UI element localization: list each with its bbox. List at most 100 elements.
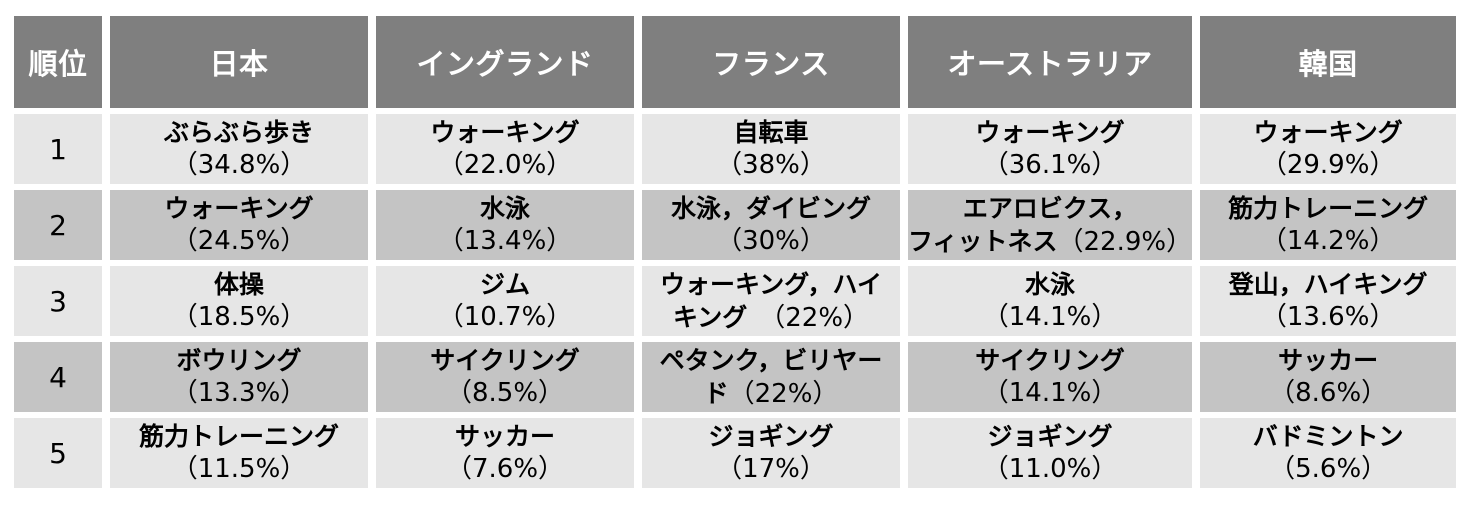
cell-korea: ウォーキング （29.9%）: [1200, 114, 1457, 184]
table-row: 3 体操 （18.5%） ジム （10.7%） ウォーキング，ハイ キング （2…: [14, 266, 1457, 336]
activity-percent: （22%）: [728, 378, 839, 409]
activity-percent: （34.8%）: [171, 150, 307, 180]
activity-name: 自転車: [733, 118, 809, 147]
activity-name: ウォーキング: [164, 194, 314, 223]
activity-percent: （29.9%）: [1260, 150, 1396, 180]
activity-percent: （30%）: [716, 226, 826, 256]
cell-france: ペタンク，ビリヤー ド（22%）: [642, 342, 900, 412]
cell-australia: ウォーキング （36.1%）: [908, 114, 1193, 184]
cell-france: 自転車 （38%）: [642, 114, 900, 184]
table-row: 2 ウォーキング （24.5%） 水泳 （13.4%） 水泳，ダイビング （30…: [14, 190, 1457, 260]
activity-percent: （36.1%）: [982, 150, 1118, 180]
activity-percent: （11.5%）: [171, 454, 307, 484]
cell-korea: 登山，ハイキング （13.6%）: [1200, 266, 1457, 336]
header-england: イングランド: [376, 16, 634, 108]
activity-percent: （14.1%）: [982, 302, 1118, 332]
rank-cell: 4: [14, 342, 102, 412]
activity-percent: （14.2%）: [1260, 226, 1396, 256]
header-korea: 韓国: [1200, 16, 1457, 108]
activity-name: 筋力トレーニング: [1228, 194, 1429, 223]
activity-percent: （13.3%）: [171, 378, 307, 408]
ranking-table-wrapper: 順位 日本 イングランド フランス オーストラリア 韓国 1 ぶらぶら歩き （3…: [14, 16, 1457, 488]
cell-australia: 水泳 （14.1%）: [908, 266, 1193, 336]
activity-name-part: フィットネス: [908, 226, 1058, 256]
cell-australia: サイクリング （14.1%）: [908, 342, 1193, 412]
header-japan: 日本: [110, 16, 368, 108]
activity-percent: （38%）: [716, 150, 826, 180]
cell-japan: 筋力トレーニング （11.5%）: [110, 418, 368, 488]
rank-cell: 2: [14, 190, 102, 260]
sports-ranking-table: 順位 日本 イングランド フランス オーストラリア 韓国 1 ぶらぶら歩き （3…: [6, 10, 1459, 494]
activity-percent: （8.5%）: [445, 378, 565, 408]
cell-england: サッカー （7.6%）: [376, 418, 634, 488]
activity-name: 水泳: [479, 194, 530, 223]
cell-england: サイクリング （8.5%）: [376, 342, 634, 412]
activity-name: ぶらぶら歩き: [163, 118, 314, 147]
cell-japan: 体操 （18.5%）: [110, 266, 368, 336]
cell-japan: ボウリング （13.3%）: [110, 342, 368, 412]
rank-cell: 3: [14, 266, 102, 336]
activity-percent: （10.7%）: [437, 302, 573, 332]
activity-name: ジョギング: [987, 422, 1113, 451]
table-row: 5 筋力トレーニング （11.5%） サッカー （7.6%） ジョギング （17…: [14, 418, 1457, 488]
rank-cell: 5: [14, 418, 102, 488]
activity-name: サッカー: [1278, 346, 1379, 375]
cell-france: 水泳，ダイビング （30%）: [642, 190, 900, 260]
header-rank: 順位: [14, 16, 102, 108]
activity-name: ボウリング: [176, 346, 302, 375]
activity-percent: （22.0%）: [437, 150, 573, 180]
activity-percent: （5.6%）: [1269, 454, 1388, 484]
activity-name-part: キング: [672, 302, 773, 332]
activity-percent: （14.1%）: [982, 378, 1118, 408]
table-row: 1 ぶらぶら歩き （34.8%） ウォーキング （22.0%） 自転車 （38%…: [14, 114, 1457, 184]
cell-korea: 筋力トレーニング （14.2%）: [1200, 190, 1457, 260]
activity-name: サイクリング: [430, 346, 580, 375]
cell-england: 水泳 （13.4%）: [376, 190, 634, 260]
activity-percent: （13.4%）: [437, 226, 573, 256]
header-france: フランス: [642, 16, 900, 108]
cell-france: ウォーキング，ハイ キング （22%）: [642, 266, 900, 336]
activity-name-line1: ペタンク，ビリヤー: [659, 345, 883, 375]
cell-england: ジム （10.7%）: [376, 266, 634, 336]
cell-australia: ジョギング （11.0%）: [908, 418, 1193, 488]
activity-name-line2: キング （22%）: [642, 301, 900, 335]
activity-name: ウォーキング: [975, 118, 1125, 147]
activity-percent: （11.0%）: [982, 454, 1118, 484]
activity-name: 登山，ハイキング: [1228, 270, 1428, 299]
activity-name: ウォーキング: [430, 118, 580, 147]
activity-name-line2: フィットネス（22.9%）: [908, 225, 1192, 259]
activity-percent: （18.5%）: [171, 302, 307, 332]
activity-name: サイクリング: [975, 346, 1125, 375]
activity-name-line1: ウォーキング，ハイ: [659, 269, 882, 299]
activity-name: 水泳: [1025, 270, 1076, 299]
activity-percent: （8.6%）: [1269, 378, 1388, 408]
cell-australia: エアロビクス， フィットネス（22.9%）: [908, 190, 1193, 260]
activity-percent: （22%）: [772, 302, 870, 333]
activity-name-line1: エアロビクス，: [962, 193, 1138, 223]
activity-percent: （7.6%）: [445, 454, 565, 484]
activity-name-line2: ド（22%）: [642, 377, 900, 411]
header-row: 順位 日本 イングランド フランス オーストラリア 韓国: [14, 16, 1457, 108]
activity-name-part: ド: [703, 378, 729, 408]
activity-name: サッカー: [454, 422, 555, 451]
cell-korea: バドミントン （5.6%）: [1200, 418, 1457, 488]
cell-japan: ぶらぶら歩き （34.8%）: [110, 114, 368, 184]
activity-percent: （22.9%）: [1057, 226, 1193, 257]
activity-name: バドミントン: [1252, 422, 1404, 451]
cell-korea: サッカー （8.6%）: [1200, 342, 1457, 412]
table-row: 4 ボウリング （13.3%） サイクリング （8.5%） ペタンク，ビリヤー …: [14, 342, 1457, 412]
cell-england: ウォーキング （22.0%）: [376, 114, 634, 184]
activity-percent: （17%）: [716, 454, 826, 484]
activity-name: 筋力トレーニング: [138, 422, 339, 451]
cell-japan: ウォーキング （24.5%）: [110, 190, 368, 260]
activity-name: 水泳，ダイビング: [670, 194, 871, 223]
activity-percent: （13.6%）: [1260, 302, 1396, 332]
cell-france: ジョギング （17%）: [642, 418, 900, 488]
activity-name: ジョギング: [708, 422, 834, 451]
activity-name: ウォーキング: [1253, 118, 1403, 147]
activity-name: 体操: [213, 270, 264, 299]
header-australia: オーストラリア: [908, 16, 1193, 108]
activity-percent: （24.5%）: [171, 226, 307, 256]
rank-cell: 1: [14, 114, 102, 184]
activity-name: ジム: [479, 270, 530, 299]
